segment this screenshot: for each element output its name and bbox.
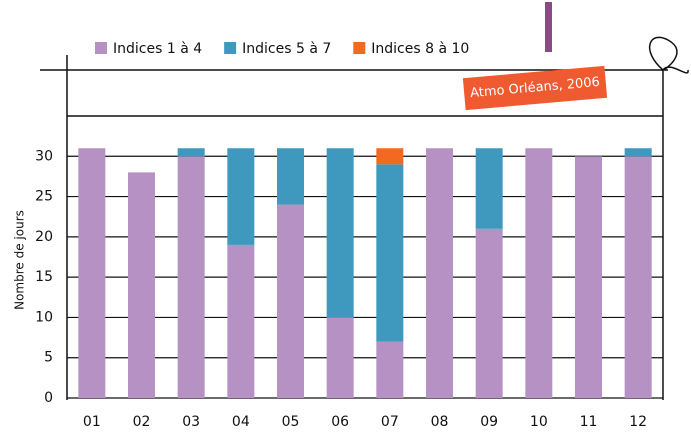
x-tick-label: 05: [282, 414, 300, 430]
bar-segment: [376, 164, 403, 341]
x-tick-label: 12: [629, 414, 647, 430]
legend-label: Indices 1 à 4: [113, 41, 202, 57]
x-tick-label: 03: [182, 414, 200, 430]
y-tick-label: 0: [44, 390, 53, 406]
bar-segment: [277, 205, 304, 398]
x-tick-label: 07: [381, 414, 399, 430]
bar-segment: [525, 148, 552, 398]
bar-segment: [476, 229, 503, 398]
bar-segment: [277, 148, 304, 204]
bar-segment: [327, 317, 354, 398]
bar-segment: [625, 148, 652, 156]
pin: [545, 2, 552, 52]
y-tick-label: 25: [35, 189, 53, 205]
bar-segment: [227, 148, 254, 245]
bar-segment: [78, 148, 105, 398]
y-tick-label: 15: [35, 269, 53, 285]
x-tick-label: 06: [331, 414, 349, 430]
bar-segment: [376, 342, 403, 398]
tag: Atmo Orléans, 2006: [463, 66, 607, 110]
bar-segment: [625, 156, 652, 398]
bar-segment: [476, 148, 503, 229]
x-tick-label: 11: [580, 414, 598, 430]
y-tick-label: 20: [35, 229, 53, 245]
y-tick-label: 5: [44, 350, 53, 366]
bar-segment: [426, 148, 453, 398]
x-tick-label: 04: [232, 414, 250, 430]
y-tick-label: 30: [35, 148, 53, 164]
legend-swatch: [95, 42, 107, 54]
legend-label: Indices 8 à 10: [371, 41, 469, 57]
bar-segment: [178, 148, 205, 156]
bar-segment: [327, 148, 354, 317]
x-tick-label: 10: [530, 414, 548, 430]
ribbon: [650, 37, 689, 73]
bar-segment: [376, 148, 403, 164]
legend-swatch: [353, 42, 365, 54]
x-tick-label: 09: [480, 414, 498, 430]
bar-segment: [575, 156, 602, 398]
bar-segment: [128, 172, 155, 398]
x-tick-label: 08: [431, 414, 449, 430]
x-tick-label: 02: [133, 414, 151, 430]
y-axis-label: Nombre de jours: [13, 210, 27, 310]
bar-segment: [227, 245, 254, 398]
chart: Nombre de jours Atmo Orléans, 2006 05101…: [0, 0, 691, 433]
y-tick-label: 10: [35, 309, 53, 325]
bar-segment: [178, 156, 205, 398]
legend-label: Indices 5 à 7: [242, 41, 331, 57]
legend-swatch: [224, 42, 236, 54]
x-tick-label: 01: [83, 414, 101, 430]
